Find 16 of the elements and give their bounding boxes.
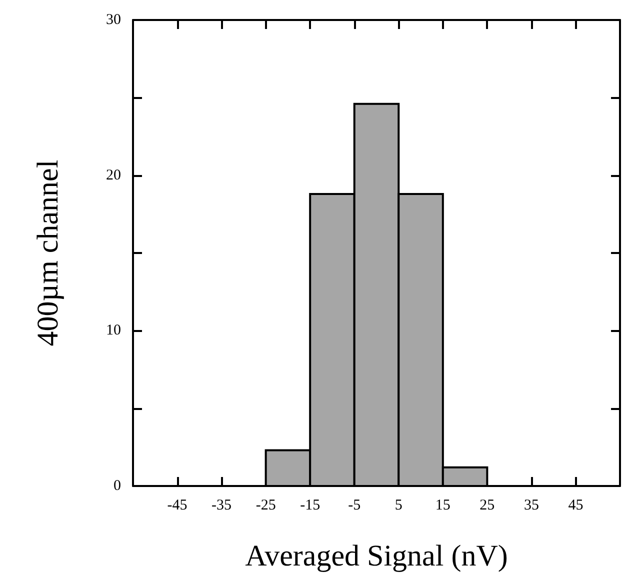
x-tick-label: -5: [348, 498, 361, 514]
x-tick-label: 35: [524, 498, 539, 514]
x-tick-label: 25: [480, 498, 495, 514]
x-axis-title: Averaged Signal (nV): [245, 540, 508, 572]
x-tick-label: 15: [435, 498, 450, 514]
y-tick-label: 30: [106, 12, 121, 28]
y-axis-title: 400µm channel: [32, 160, 64, 346]
x-tick-label: -25: [256, 498, 276, 514]
y-tick-label: 10: [106, 322, 121, 339]
y-tick-label: 20: [106, 167, 121, 184]
y-tick-label: 0: [114, 478, 121, 494]
x-tick-label: -45: [167, 498, 188, 514]
x-tick-label: -35: [212, 498, 232, 514]
x-tick-label: 45: [568, 498, 584, 514]
x-tick-label: 5: [394, 498, 402, 514]
x-tick-label: -15: [300, 498, 320, 514]
